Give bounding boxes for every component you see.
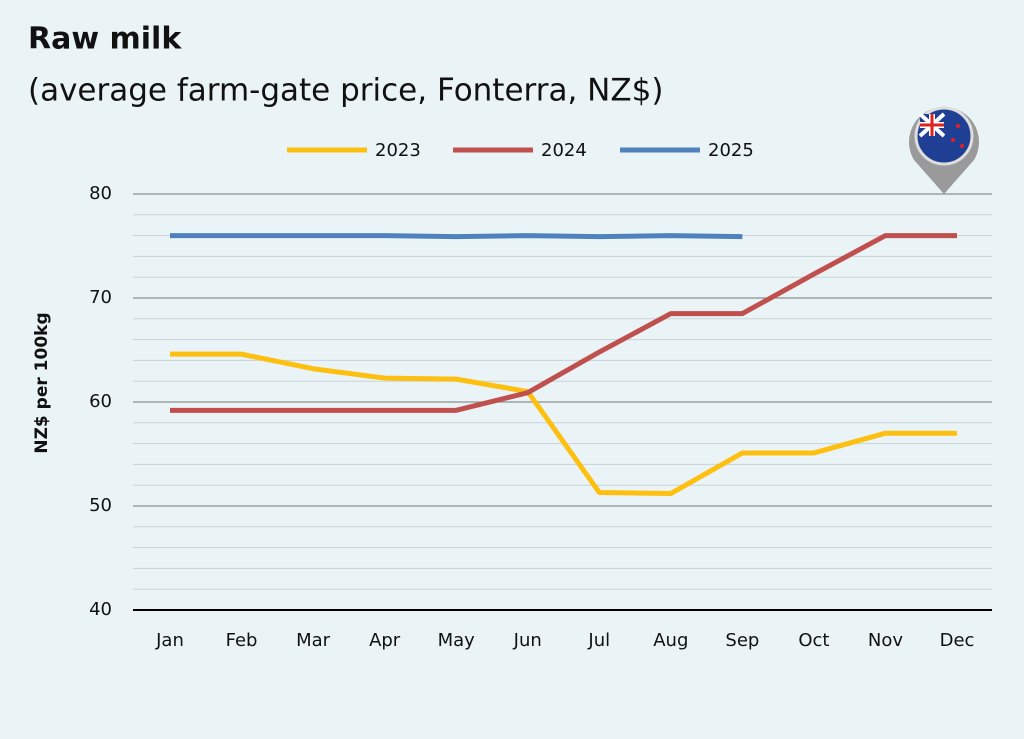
y-tick-label: 60 [89,391,112,412]
x-tick-label: Nov [868,630,903,651]
legend-item: 2024 [453,140,587,161]
legend-label: 2023 [375,140,421,161]
x-tick-label: May [438,630,476,651]
x-tick-label: Aug [653,630,688,651]
line-series [170,233,743,240]
chart-title: Raw milk [28,22,182,57]
x-tick-label: Jul [587,630,610,651]
line-series [170,351,957,497]
y-tick-label: 80 [89,183,112,204]
x-tick-label: Feb [226,630,258,651]
x-tick-label: Apr [369,630,401,651]
line-series [170,233,957,413]
x-tick-label: Jun [513,630,542,651]
x-tick-label: Sep [725,630,759,651]
flag-icon [909,106,980,194]
x-tick-label: Mar [296,630,331,651]
y-tick-label: 70 [89,287,112,308]
x-tick-label: Jan [155,630,184,651]
y-tick-label: 40 [89,599,112,620]
y-axis-label: NZ$ per 100kg [32,312,52,453]
x-tick-label: Dec [940,630,975,651]
y-tick-label: 50 [89,495,112,516]
legend-label: 2025 [708,140,754,161]
legend-label: 2024 [541,140,587,161]
chart-subtitle: (average farm-gate price, Fonterra, NZ$) [28,73,663,109]
x-tick-label: Oct [798,630,829,651]
legend-item: 2023 [287,140,421,161]
legend-item: 2025 [620,140,754,161]
